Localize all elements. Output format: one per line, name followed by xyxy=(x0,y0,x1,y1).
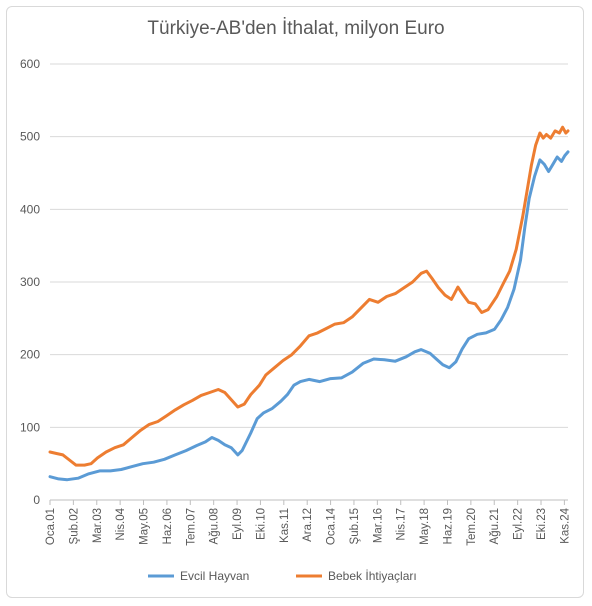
x-tick-label: Kas.11 xyxy=(279,508,291,543)
gridlines xyxy=(50,63,568,501)
x-tick-label: Eki.23 xyxy=(536,508,548,540)
x-tick-label: Mar.03 xyxy=(92,508,104,543)
x-tick-label: Mar.16 xyxy=(372,508,384,543)
y-tick-label: 500 xyxy=(20,130,40,144)
series-lines xyxy=(48,125,570,482)
x-tick-label: Eyl.09 xyxy=(232,508,244,540)
legend: Evcil Hayvan Bebek İhtiyaçları xyxy=(148,569,417,583)
x-tick-label: Kas.24 xyxy=(559,507,571,543)
y-tick-label: 600 xyxy=(20,57,40,71)
x-tick-label: Ara.12 xyxy=(302,508,314,542)
y-tick-label: 100 xyxy=(20,420,40,434)
series-line-bebek-ihtiyaclari xyxy=(48,125,570,467)
x-tick-label: Nis.04 xyxy=(115,507,127,540)
x-tick-label: Ağu.08 xyxy=(209,508,221,544)
x-axis-ticks: Oca.01 Şub.02 Mar.03 Nis.04 May.05 Haz.06 Tem.… xyxy=(45,500,571,546)
y-axis-ticks: 0 100 200 300 400 500 600 xyxy=(20,57,40,507)
x-tick-label: May.18 xyxy=(419,508,431,545)
x-tick-label: Eki.10 xyxy=(255,508,267,540)
x-tick-label: Ağu.21 xyxy=(489,508,501,544)
x-tick-label: May.05 xyxy=(139,508,151,545)
series-line-evcil-hayvan xyxy=(48,150,570,482)
y-tick-label: 300 xyxy=(20,275,40,289)
x-tick-label: Eyl.22 xyxy=(513,508,525,540)
x-tick-label: Nis.17 xyxy=(396,508,408,541)
x-tick-label: Tem.20 xyxy=(466,508,478,546)
chart-title: Türkiye-AB'den İthalat, milyon Euro xyxy=(147,18,445,39)
x-tick-label: Haz.06 xyxy=(162,508,174,544)
y-tick-label: 0 xyxy=(33,493,40,507)
x-tick-label: Oca.14 xyxy=(326,507,338,545)
x-tick-label: Tem.07 xyxy=(185,508,197,546)
y-tick-label: 400 xyxy=(20,202,40,216)
chart-frame xyxy=(6,6,584,598)
x-tick-label: Oca.01 xyxy=(45,508,57,545)
x-tick-label: Şub.15 xyxy=(349,508,361,544)
legend-label: Evcil Hayvan xyxy=(180,569,249,583)
x-tick-label: Şub.02 xyxy=(68,508,80,544)
legend-label: Bebek İhtiyaçları xyxy=(328,569,417,583)
y-tick-label: 200 xyxy=(20,348,40,362)
x-tick-label: Haz.19 xyxy=(443,508,455,544)
